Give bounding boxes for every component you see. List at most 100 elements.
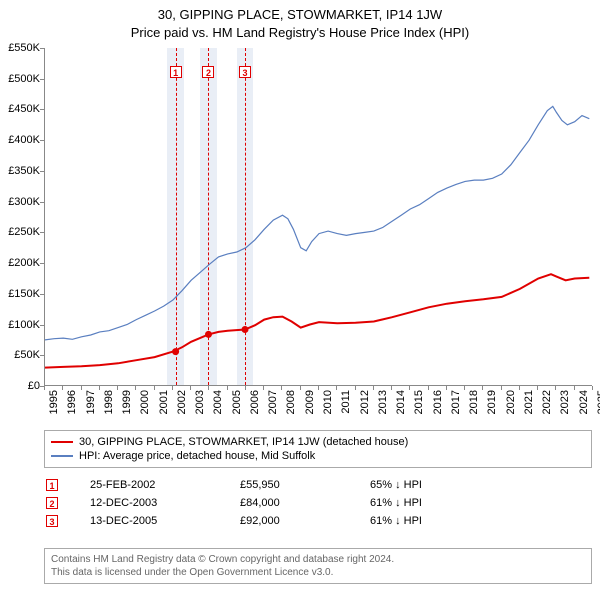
title-line-1: 30, GIPPING PLACE, STOWMARKET, IP14 1JW xyxy=(0,6,600,24)
x-tick-label: 2012 xyxy=(359,390,371,424)
x-tick-label: 2011 xyxy=(340,390,352,424)
x-tick-mark xyxy=(519,386,520,390)
x-tick-mark xyxy=(263,386,264,390)
sale-row: 125-FEB-2002£55,95065% ↓ HPI xyxy=(44,476,592,494)
x-tick-label: 2010 xyxy=(322,390,334,424)
series-marker xyxy=(205,331,212,338)
sale-price: £92,000 xyxy=(240,515,370,527)
x-tick-label: 2005 xyxy=(231,390,243,424)
y-tick-mark xyxy=(40,325,44,326)
plot-area: 123 xyxy=(44,48,592,386)
x-tick-label: 2021 xyxy=(523,390,535,424)
legend: 30, GIPPING PLACE, STOWMARKET, IP14 1JW … xyxy=(44,430,592,468)
x-tick-label: 2018 xyxy=(468,390,480,424)
x-tick-label: 2023 xyxy=(559,390,571,424)
x-tick-label: 2015 xyxy=(413,390,425,424)
x-tick-mark xyxy=(135,386,136,390)
x-tick-mark xyxy=(208,386,209,390)
x-tick-label: 1998 xyxy=(103,390,115,424)
x-tick-label: 2020 xyxy=(505,390,517,424)
y-tick-label: £250K xyxy=(0,226,40,238)
legend-row: 30, GIPPING PLACE, STOWMARKET, IP14 1JW … xyxy=(51,435,585,449)
sales-table: 125-FEB-2002£55,95065% ↓ HPI212-DEC-2003… xyxy=(44,476,592,530)
sale-row: 313-DEC-2005£92,00061% ↓ HPI xyxy=(44,512,592,530)
y-tick-label: £500K xyxy=(0,73,40,85)
y-tick-mark xyxy=(40,355,44,356)
x-tick-label: 2009 xyxy=(304,390,316,424)
series-svg xyxy=(45,48,592,385)
sale-row-marker: 1 xyxy=(46,479,58,491)
x-tick-mark xyxy=(154,386,155,390)
x-tick-mark xyxy=(391,386,392,390)
y-tick-label: £200K xyxy=(0,257,40,269)
y-tick-mark xyxy=(40,48,44,49)
x-tick-mark xyxy=(300,386,301,390)
x-tick-mark xyxy=(117,386,118,390)
series-hpi xyxy=(45,106,589,340)
footer-line-2: This data is licensed under the Open Gov… xyxy=(51,566,585,579)
x-tick-mark xyxy=(355,386,356,390)
title-block: 30, GIPPING PLACE, STOWMARKET, IP14 1JW … xyxy=(0,0,600,42)
x-tick-mark xyxy=(574,386,575,390)
y-tick-mark xyxy=(40,109,44,110)
sale-row-marker: 3 xyxy=(46,515,58,527)
y-tick-label: £300K xyxy=(0,196,40,208)
y-tick-label: £550K xyxy=(0,42,40,54)
x-tick-mark xyxy=(227,386,228,390)
x-tick-label: 2022 xyxy=(541,390,553,424)
x-tick-mark xyxy=(555,386,556,390)
x-tick-mark xyxy=(428,386,429,390)
x-tick-label: 2019 xyxy=(486,390,498,424)
x-tick-label: 1997 xyxy=(85,390,97,424)
series-marker xyxy=(172,348,179,355)
x-tick-mark xyxy=(245,386,246,390)
legend-row: HPI: Average price, detached house, Mid … xyxy=(51,449,585,463)
x-tick-label: 2014 xyxy=(395,390,407,424)
sale-date: 25-FEB-2002 xyxy=(90,479,240,491)
x-tick-mark xyxy=(409,386,410,390)
x-tick-mark xyxy=(99,386,100,390)
sale-row-marker: 2 xyxy=(46,497,58,509)
y-tick-label: £0 xyxy=(0,380,40,392)
x-tick-label: 2017 xyxy=(450,390,462,424)
x-tick-label: 1995 xyxy=(48,390,60,424)
sale-row: 2 12-DEC-2003£84,00061% ↓ HPI xyxy=(44,494,592,512)
y-tick-label: £350K xyxy=(0,165,40,177)
y-tick-mark xyxy=(40,140,44,141)
x-tick-label: 2001 xyxy=(158,390,170,424)
y-tick-label: £100K xyxy=(0,319,40,331)
sale-marker-1: 1 xyxy=(170,66,182,78)
y-tick-mark xyxy=(40,294,44,295)
sale-hpi: 61% ↓ HPI xyxy=(370,497,500,509)
sale-price: £55,950 xyxy=(240,479,370,491)
sale-date: 12-DEC-2003 xyxy=(90,497,240,509)
x-tick-label: 2003 xyxy=(194,390,206,424)
x-tick-label: 2013 xyxy=(377,390,389,424)
x-tick-label: 2024 xyxy=(578,390,590,424)
footer-line-1: Contains HM Land Registry data © Crown c… xyxy=(51,553,585,566)
x-tick-label: 2007 xyxy=(267,390,279,424)
x-tick-mark xyxy=(592,386,593,390)
legend-label: HPI: Average price, detached house, Mid … xyxy=(79,450,315,462)
chart-container: 30, GIPPING PLACE, STOWMARKET, IP14 1JW … xyxy=(0,0,600,590)
legend-swatch xyxy=(51,455,73,456)
x-tick-label: 2008 xyxy=(285,390,297,424)
x-tick-mark xyxy=(501,386,502,390)
x-tick-mark xyxy=(62,386,63,390)
x-tick-label: 1999 xyxy=(121,390,133,424)
sale-price: £84,000 xyxy=(240,497,370,509)
series-marker xyxy=(242,326,249,333)
x-tick-mark xyxy=(172,386,173,390)
sale-marker-2: 2 xyxy=(202,66,214,78)
x-tick-mark xyxy=(373,386,374,390)
y-tick-label: £50K xyxy=(0,349,40,361)
legend-swatch xyxy=(51,441,73,443)
x-tick-mark xyxy=(446,386,447,390)
y-tick-mark xyxy=(40,171,44,172)
y-tick-label: £400K xyxy=(0,134,40,146)
y-tick-mark xyxy=(40,202,44,203)
series-price_paid xyxy=(45,274,589,367)
y-tick-mark xyxy=(40,79,44,80)
x-tick-mark xyxy=(81,386,82,390)
x-tick-mark xyxy=(336,386,337,390)
